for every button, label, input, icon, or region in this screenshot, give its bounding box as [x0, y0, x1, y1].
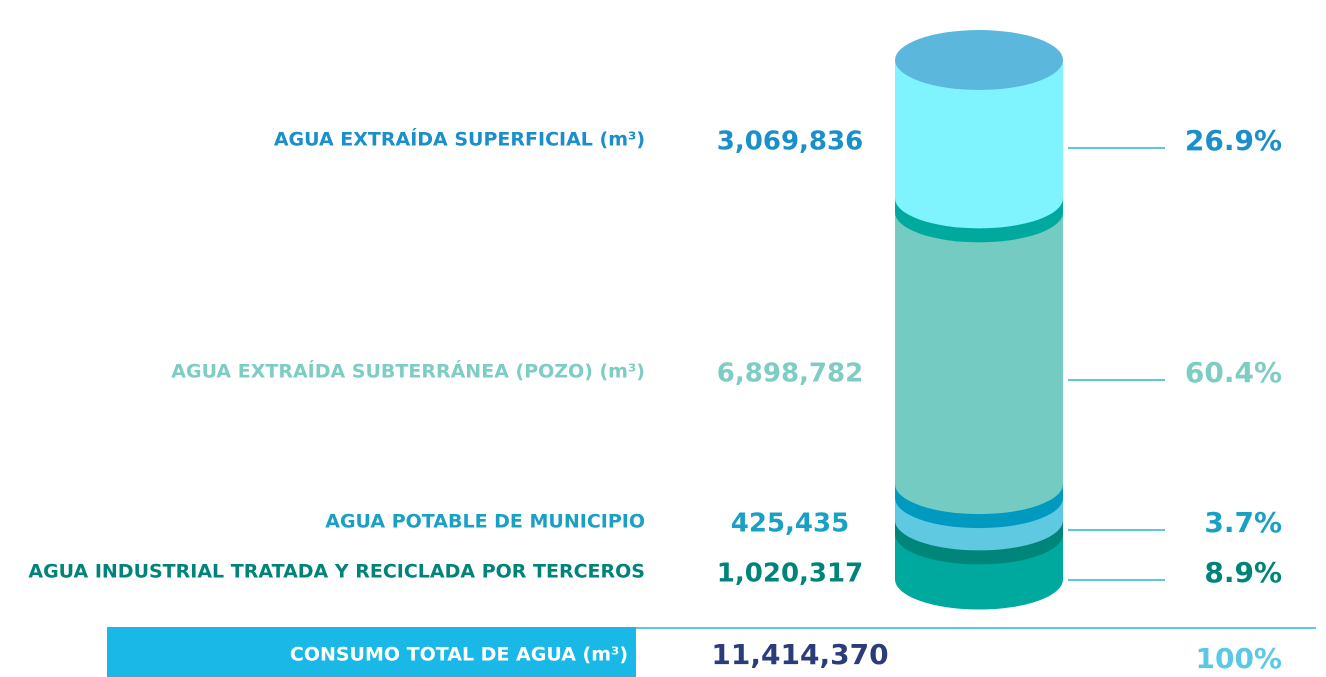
share-label: 26.9%: [1185, 124, 1282, 157]
value-label: 1,020,317: [717, 559, 863, 589]
category-label: AGUA EXTRAÍDA SUBTERRÁNEA (POZO) (m³): [171, 360, 645, 383]
cylinder-segment: [895, 182, 1063, 515]
total-share: 100%: [1195, 642, 1282, 675]
category-label: AGUA INDUSTRIAL TRATADA Y RECICLADA POR …: [28, 561, 645, 583]
value-label: 425,435: [731, 509, 849, 539]
value-label: 6,898,782: [717, 359, 863, 389]
cylinder-segment: [895, 30, 1063, 229]
share-label: 60.4%: [1185, 356, 1282, 389]
share-label: 8.9%: [1204, 556, 1282, 589]
category-label: AGUA EXTRAÍDA SUPERFICIAL (m³): [274, 128, 645, 151]
category-label: AGUA POTABLE DE MUNICIPIO: [325, 511, 645, 533]
share-label: 3.7%: [1204, 506, 1282, 539]
total-label: CONSUMO TOTAL DE AGUA (m³): [290, 644, 628, 666]
value-label: 3,069,836: [717, 127, 863, 157]
total-bar: [107, 627, 636, 677]
total-value: 11,414,370: [711, 638, 888, 671]
